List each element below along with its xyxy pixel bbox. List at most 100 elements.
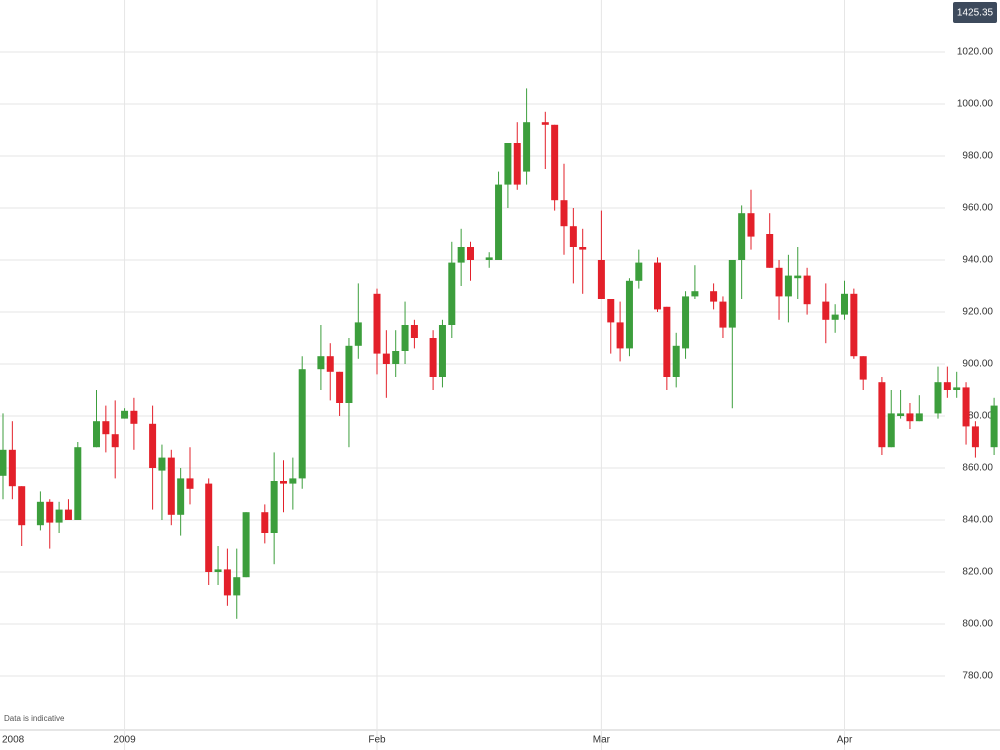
candle-body [261,512,269,533]
candle-body [831,314,839,320]
candle-body [682,296,690,349]
y-tick-label: 1020.00 [957,47,994,58]
candle-body [280,481,287,484]
candle-body [607,299,615,323]
candle-body [541,122,549,125]
x-tick-label: Feb [368,735,386,746]
y-tick-label: 860.00 [962,463,993,474]
candle-body [429,338,437,377]
note: Data is indicative [4,714,65,723]
candle-body [654,262,661,310]
candle-body [270,481,278,533]
candle-body [597,260,605,299]
candle-body [635,262,643,281]
candle-body [233,577,241,596]
candle-body [382,353,390,364]
candle-body [822,301,830,320]
candle-body [410,325,418,338]
candle-body [775,267,783,297]
candle-body [392,351,400,364]
candle-body [691,291,699,297]
candle-body [728,260,736,328]
candle-body [710,291,718,302]
candle-body [738,213,746,260]
candle-body [223,569,231,596]
candle-body [719,301,727,328]
candle-body [336,371,344,403]
y-tick-label: 980.00 [962,151,993,162]
candle-body [205,483,213,572]
candle-body [289,478,297,484]
candle-body [18,486,26,526]
candle-body [784,275,792,297]
candle-body [8,449,16,487]
candle-body [214,569,222,572]
candle-body [298,369,306,479]
candle-body [467,247,474,260]
candle-body [915,413,923,422]
candle-body [457,247,465,263]
candle-body [625,280,633,349]
candle-body [766,234,774,268]
candle-body [317,356,325,370]
candle-body [326,356,334,372]
candle-body [803,275,811,305]
candle-body [448,262,456,325]
candle-body [55,509,63,523]
candle-body [64,509,72,520]
candle-body [401,325,409,351]
candle-body [102,421,110,435]
y-tick-label: 800.00 [962,619,993,630]
candle-body [859,356,867,380]
candle-body [569,226,577,247]
candle-body [495,184,503,260]
y-tick-label: 820.00 [962,567,993,578]
y-tick-label: 900.00 [962,359,993,370]
candle-body [850,293,858,357]
candle-body [513,143,521,185]
candle-body [74,447,82,520]
candle-body [672,345,680,377]
candle-body [158,457,166,471]
x-tick-label: 2008 [2,735,25,746]
candle-body [504,143,512,185]
x-tick-label: 2009 [113,735,136,746]
candle-body [167,457,175,515]
candle-body [579,247,587,250]
candle-body [177,478,185,515]
candle-body [794,275,802,279]
candle-body [747,213,755,237]
candle-body [121,410,129,419]
x-tick-label: Apr [837,735,853,746]
candle-body [897,413,905,416]
candle-body [962,387,970,427]
y-tick-label: 920.00 [962,307,993,318]
candle-body [943,382,951,390]
candle-body [906,413,914,422]
candle-body [149,423,157,468]
candle-body [551,124,559,201]
candle-body [130,410,138,424]
candle-body [523,122,531,172]
candle-body [345,345,353,403]
y-tick-label: 960.00 [962,203,993,214]
y-tick-label: 840.00 [962,515,993,526]
candle-body [887,413,895,448]
candle-body [373,293,381,354]
y-tick-label: 880.00 [962,411,993,422]
y-tick-label: 780.00 [962,671,993,682]
candle-body [93,421,100,448]
price-badge: 1425.35 [957,8,994,19]
candle-body [111,434,119,448]
candle-body [438,325,446,377]
candle-body [841,293,848,315]
y-tick-label: 940.00 [962,255,993,266]
candle-body [663,306,671,377]
price-badge-bg [953,2,997,23]
candle-body [46,501,54,523]
candle-body [0,449,7,476]
candle-body [878,382,886,448]
candle-body [186,478,194,489]
candle-body [354,322,362,346]
